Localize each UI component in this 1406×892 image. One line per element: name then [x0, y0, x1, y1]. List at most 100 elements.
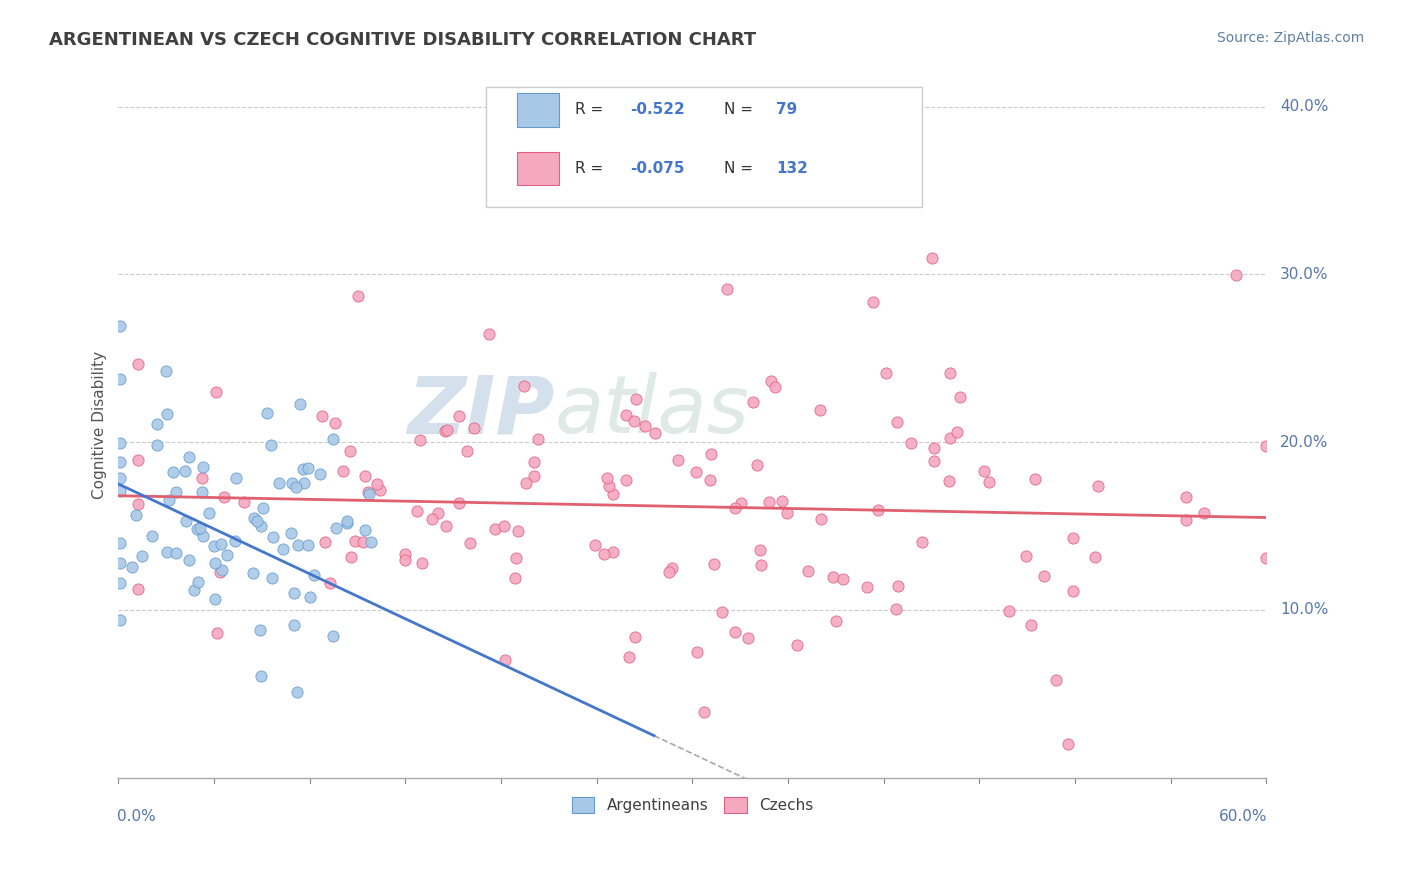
- Point: [233, 494, 256, 508]
- Point: [922, 453, 945, 467]
- Point: [359, 487, 381, 501]
- Point: [298, 590, 321, 604]
- Point: [127, 358, 149, 372]
- Legend: Argentineans, Czechs: Argentineans, Czechs: [565, 791, 820, 819]
- Point: [287, 538, 309, 552]
- Point: [183, 583, 205, 598]
- Point: [198, 506, 221, 520]
- Text: 20.0%: 20.0%: [1279, 434, 1329, 450]
- Point: [215, 548, 238, 562]
- Point: [224, 533, 246, 548]
- Point: [204, 556, 226, 570]
- Point: [346, 289, 368, 303]
- Point: [693, 705, 716, 719]
- Point: [308, 467, 330, 481]
- Point: [583, 538, 606, 552]
- Point: [110, 536, 132, 550]
- Point: [434, 519, 457, 533]
- Point: [758, 495, 780, 509]
- Point: [1084, 550, 1107, 565]
- Point: [436, 423, 458, 437]
- Point: [191, 529, 214, 543]
- Point: [617, 650, 640, 665]
- Text: -0.522: -0.522: [630, 103, 685, 118]
- Point: [314, 535, 336, 549]
- Point: [824, 615, 846, 629]
- Point: [1019, 617, 1042, 632]
- Point: [191, 471, 214, 485]
- Point: [886, 415, 908, 429]
- Point: [260, 571, 283, 585]
- Text: R =: R =: [575, 161, 609, 176]
- Point: [484, 522, 506, 536]
- Point: [352, 534, 374, 549]
- Point: [204, 592, 226, 607]
- Point: [110, 319, 132, 334]
- Point: [759, 374, 782, 388]
- Point: [810, 512, 832, 526]
- Point: [686, 645, 709, 659]
- Point: [110, 471, 132, 485]
- Point: [939, 431, 962, 445]
- Point: [658, 566, 681, 580]
- Point: [262, 530, 284, 544]
- Point: [283, 617, 305, 632]
- Point: [1225, 268, 1247, 282]
- Text: 79: 79: [776, 103, 797, 118]
- Point: [623, 414, 645, 428]
- Point: [366, 476, 388, 491]
- Point: [602, 486, 624, 500]
- Point: [336, 514, 359, 528]
- Point: [165, 485, 187, 500]
- Point: [626, 392, 648, 406]
- Point: [250, 668, 273, 682]
- Point: [797, 564, 820, 578]
- Point: [921, 252, 943, 266]
- Point: [456, 444, 478, 458]
- Point: [323, 416, 346, 430]
- Point: [526, 432, 548, 446]
- Point: [776, 506, 799, 520]
- Point: [408, 434, 430, 448]
- Point: [188, 521, 211, 535]
- Point: [866, 503, 889, 517]
- Text: 60.0%: 60.0%: [1219, 809, 1267, 824]
- Point: [411, 557, 433, 571]
- Point: [748, 543, 770, 558]
- Point: [252, 500, 274, 515]
- Point: [250, 518, 273, 533]
- Text: N =: N =: [724, 161, 758, 176]
- Point: [1033, 568, 1056, 582]
- Y-axis label: Cognitive Disability: Cognitive Disability: [93, 351, 107, 500]
- Point: [357, 485, 380, 500]
- Point: [492, 518, 515, 533]
- Point: [271, 541, 294, 556]
- Point: [110, 613, 132, 627]
- Point: [598, 479, 620, 493]
- Point: [242, 510, 264, 524]
- Point: [394, 547, 416, 561]
- Point: [703, 558, 725, 572]
- Point: [302, 568, 325, 582]
- Point: [260, 438, 283, 452]
- Point: [193, 460, 215, 475]
- Point: [285, 685, 308, 699]
- Point: [225, 471, 247, 485]
- Point: [593, 547, 616, 561]
- Point: [202, 539, 225, 553]
- Point: [339, 443, 361, 458]
- Point: [179, 450, 201, 464]
- Point: [724, 625, 747, 640]
- Point: [110, 372, 132, 386]
- Point: [503, 571, 526, 585]
- Point: [249, 623, 271, 637]
- Point: [127, 497, 149, 511]
- Point: [354, 523, 377, 537]
- Text: 40.0%: 40.0%: [1279, 99, 1329, 114]
- Text: atlas: atlas: [554, 372, 749, 450]
- Point: [506, 524, 529, 538]
- Point: [322, 629, 344, 643]
- Point: [624, 631, 647, 645]
- Point: [724, 501, 747, 516]
- Point: [685, 465, 707, 479]
